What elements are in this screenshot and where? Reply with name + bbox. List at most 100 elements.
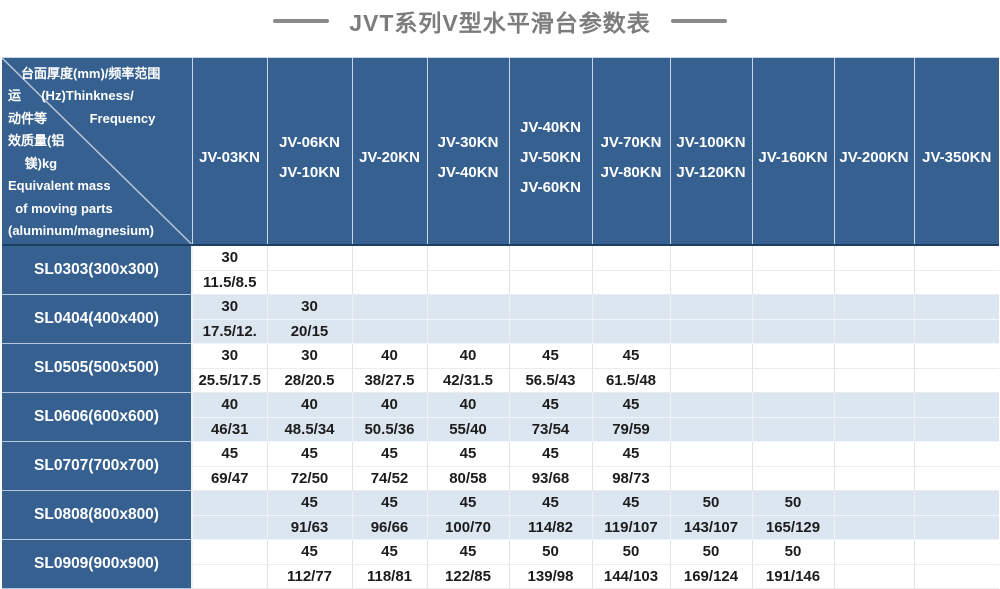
row-label: SL0808(800x800) — [2, 490, 193, 540]
cell-thickness: 45 — [352, 490, 428, 516]
cell-thickness — [834, 490, 915, 516]
cell-thickness — [509, 245, 593, 271]
cell-frequency — [670, 368, 753, 393]
column-header-line: JV-100KN — [676, 134, 746, 151]
cell-thickness — [670, 441, 753, 467]
cell-frequency: 74/52 — [352, 466, 428, 491]
cell-frequency: 25.5/17.5 — [192, 368, 268, 393]
cell-frequency: 98/73 — [592, 466, 671, 491]
cell-frequency — [192, 515, 268, 540]
table-row: SL0909(900x900) 45 45 45 50 50 50 50 — [2, 539, 999, 589]
table-row: SL0808(800x800) 45 45 45 45 45 50 50 — [2, 490, 999, 540]
parameters-table: 台面厚度(mm)/频率范围运 (Hz)Thinkness/动件等 Frequen… — [2, 57, 999, 589]
corner-header-line: 镁)kg — [8, 155, 58, 171]
cell-frequency — [592, 270, 671, 295]
table-body: SL0303(300x300) 30 11.5/8.5 SL0404(400x400)… — [2, 244, 999, 589]
cell-frequency: 169/124 — [670, 564, 753, 589]
column-header: JV-100KN JV-120KN — [669, 57, 752, 246]
cell-frequency: 17.5/12. — [192, 319, 268, 344]
cell-thickness: 40 — [267, 392, 353, 418]
cell-frequency — [670, 270, 753, 295]
cell-thickness — [352, 294, 428, 320]
cell-frequency: 139/98 — [509, 564, 593, 589]
cell-frequency — [834, 368, 915, 393]
cell-thickness: 45 — [509, 343, 593, 369]
column-header-line: JV-10KN — [279, 164, 340, 181]
cell-frequency: 42/31.5 — [427, 368, 510, 393]
table-row: 69/47 72/50 74/52 80/58 93/68 98/73 — [2, 466, 999, 491]
cell-frequency: 72/50 — [267, 466, 353, 491]
column-header: JV-06KN JV-10KN — [266, 57, 352, 246]
cell-thickness: 30 — [267, 343, 353, 369]
cell-frequency — [752, 466, 835, 491]
cell-frequency: 143/107 — [670, 515, 753, 540]
cell-frequency: 11.5/8.5 — [192, 270, 268, 295]
column-header-line: JV-80KN — [600, 164, 662, 181]
cell-frequency: 96/66 — [352, 515, 428, 540]
cell-thickness: 40 — [352, 392, 428, 418]
cell-thickness — [834, 441, 915, 467]
column-header: JV-20KN — [351, 57, 427, 246]
column-header: JV-200KN — [833, 57, 914, 246]
cell-frequency: 20/15 — [267, 319, 353, 344]
cell-frequency — [752, 368, 835, 393]
cell-frequency: 56.5/43 — [509, 368, 593, 393]
table-row: SL0505(500x500) 30 30 40 40 45 45 — [2, 343, 999, 393]
cell-frequency — [509, 319, 593, 344]
table-row: 112/77 118/81 122/85 139/98 144/103 169/124 19… — [2, 564, 999, 589]
cell-frequency — [834, 417, 915, 442]
cell-frequency: 112/77 — [267, 564, 353, 589]
cell-thickness — [670, 343, 753, 369]
cell-frequency: 69/47 — [192, 466, 268, 491]
cell-frequency — [670, 466, 753, 491]
row-label: SL0707(700x700) — [2, 441, 193, 491]
cell-thickness — [592, 294, 671, 320]
cell-frequency — [834, 270, 915, 295]
cell-frequency — [192, 564, 268, 589]
column-header-line: JV-200KN — [839, 149, 909, 166]
page-title-text: JVT系列V型水平滑台参数表 — [349, 10, 651, 36]
cell-thickness — [834, 245, 915, 271]
cell-thickness — [834, 392, 915, 418]
table-row: 25.5/17.5 28/20.5 38/27.5 42/31.5 56.5/43 61.… — [2, 368, 999, 393]
cell-thickness: 45 — [352, 539, 428, 565]
cell-thickness — [834, 539, 915, 565]
cell-thickness: 40 — [427, 392, 510, 418]
title-dash-left-icon — [273, 19, 330, 23]
cell-thickness — [427, 294, 510, 320]
row-label: SL0404(400x400) — [2, 294, 193, 344]
cell-frequency — [267, 270, 353, 295]
cell-frequency — [914, 515, 999, 540]
cell-thickness — [192, 539, 268, 565]
table-header: 台面厚度(mm)/频率范围运 (Hz)Thinkness/动件等 Frequen… — [2, 57, 999, 246]
column-header-line: JV-160KN — [758, 149, 828, 166]
corner-header-line: 动件等 Frequency — [8, 110, 156, 126]
cell-frequency: 61.5/48 — [592, 368, 671, 393]
cell-thickness — [752, 441, 835, 467]
cell-thickness: 45 — [592, 392, 671, 418]
column-header-line: JV-60KN — [520, 179, 581, 196]
cell-thickness: 40 — [192, 392, 268, 418]
cell-frequency: 80/58 — [427, 466, 510, 491]
cell-thickness — [752, 392, 835, 418]
cell-frequency — [834, 515, 915, 540]
cell-frequency — [427, 319, 510, 344]
cell-frequency — [752, 417, 835, 442]
cell-thickness: 40 — [352, 343, 428, 369]
cell-frequency: 100/70 — [427, 515, 510, 540]
table-row: SL0404(400x400) 30 30 — [2, 294, 999, 344]
cell-frequency — [752, 270, 835, 295]
cell-frequency — [352, 270, 428, 295]
cell-frequency — [670, 319, 753, 344]
cell-thickness: 50 — [670, 539, 753, 565]
table-row: 46/31 48.5/34 50.5/36 55/40 73/54 79/59 — [2, 417, 999, 442]
cell-thickness — [752, 343, 835, 369]
cell-thickness — [267, 245, 353, 271]
cell-frequency: 55/40 — [427, 417, 510, 442]
cell-thickness: 45 — [427, 490, 510, 516]
column-header-line: JV-40KN — [520, 119, 581, 136]
cell-thickness — [670, 245, 753, 271]
cell-thickness: 45 — [352, 441, 428, 467]
cell-frequency — [592, 319, 671, 344]
